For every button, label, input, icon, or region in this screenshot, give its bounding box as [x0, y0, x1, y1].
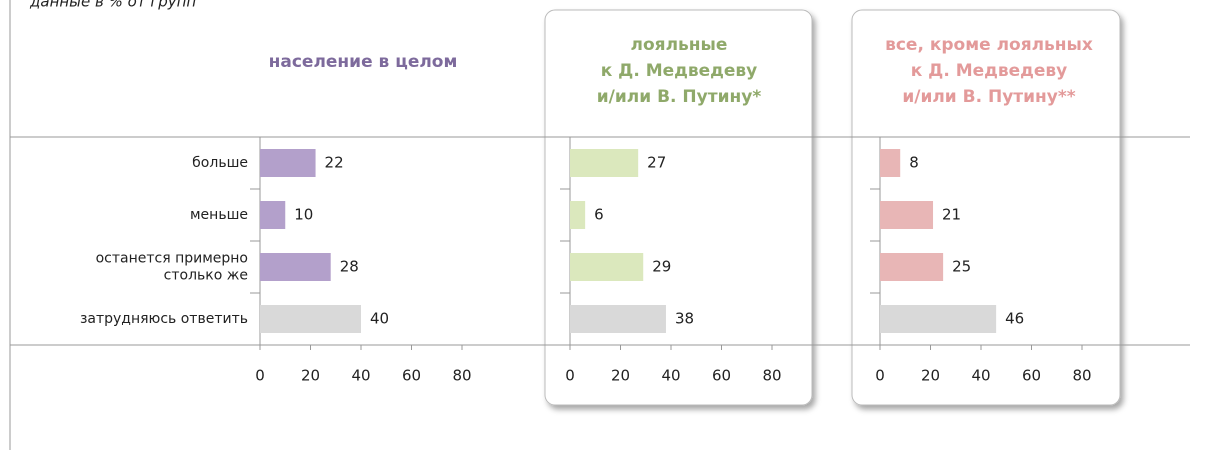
x-tick-label: 40 [971, 367, 990, 385]
bar [880, 201, 934, 229]
value-label: 21 [942, 206, 961, 224]
panel-title: население в целом [269, 52, 458, 72]
x-tick-label: 80 [452, 367, 471, 385]
panel-title: и/или В. Путину** [902, 87, 1075, 107]
bar [880, 149, 901, 177]
category-label: больше [192, 155, 248, 171]
x-tick-label: 60 [712, 367, 731, 385]
x-tick-label: 20 [921, 367, 940, 385]
bar [570, 305, 666, 333]
panel-title: лояльные [631, 35, 728, 55]
panel-title: к Д. Медведеву [911, 61, 1068, 81]
panel-title: к Д. Медведеву [601, 61, 758, 81]
value-label: 38 [675, 310, 694, 328]
x-tick-label: 80 [762, 367, 781, 385]
bar [570, 253, 644, 281]
bar [880, 305, 997, 333]
bar [260, 253, 331, 281]
value-label: 25 [952, 258, 971, 276]
x-tick-label: 0 [255, 367, 265, 385]
x-tick-label: 40 [661, 367, 680, 385]
bar [880, 253, 944, 281]
x-tick-label: 20 [301, 367, 320, 385]
category-label: затрудняюсь ответить [80, 311, 248, 327]
x-tick-label: 80 [1072, 367, 1091, 385]
category-label: останется примерно [96, 251, 248, 267]
bar [260, 201, 286, 229]
value-label: 46 [1005, 310, 1024, 328]
x-tick-label: 20 [611, 367, 630, 385]
panel-title: все, кроме лояльных [885, 35, 1093, 55]
value-label: 28 [340, 258, 359, 276]
value-label: 27 [647, 154, 666, 172]
value-label: 29 [652, 258, 671, 276]
panel-title: и/или В. Путину* [597, 87, 762, 107]
category-label: меньше [190, 207, 248, 223]
value-label: 40 [370, 310, 389, 328]
value-label: 6 [594, 206, 604, 224]
value-label: 10 [294, 206, 313, 224]
value-label: 22 [325, 154, 344, 172]
x-tick-label: 60 [1022, 367, 1041, 385]
x-tick-label: 0 [565, 367, 575, 385]
x-tick-label: 40 [351, 367, 370, 385]
value-label: 8 [909, 154, 919, 172]
bar [570, 201, 586, 229]
bar [260, 149, 316, 177]
x-tick-label: 60 [402, 367, 421, 385]
note: данные в % от групп [29, 0, 196, 11]
category-label: столько же [164, 268, 248, 284]
bar [570, 149, 639, 177]
x-tick-label: 0 [875, 367, 885, 385]
bar [260, 305, 361, 333]
